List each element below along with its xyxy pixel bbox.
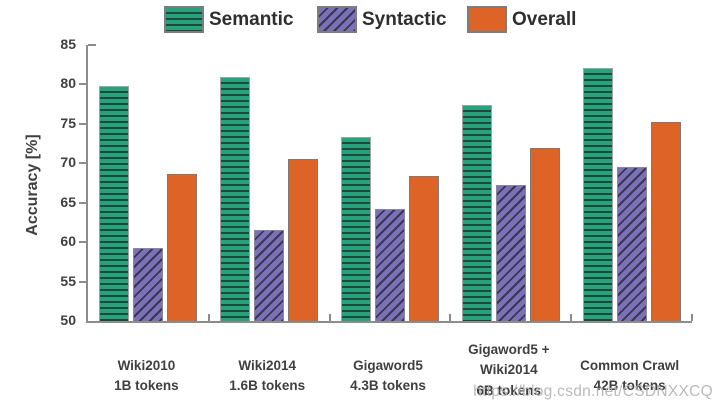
bar-semantic-5 — [582, 67, 613, 321]
category-label-line: 42B tokens — [593, 378, 666, 394]
category-label-line: Gigaword5 — [353, 358, 423, 373]
category-label-line: 4.3B tokens — [350, 378, 426, 394]
y-tick-mark — [79, 122, 86, 125]
legend-swatch-syntactic-icon — [317, 6, 357, 33]
category-label-3: Gigaword5 4.3B tokens — [328, 356, 449, 397]
bar-syntactic-5 — [616, 167, 647, 321]
category-label-line: 1B tokens — [114, 378, 179, 394]
bar-overall-5 — [650, 122, 681, 321]
bar-overall-4 — [529, 148, 560, 321]
legend-swatch-semantic-icon — [164, 6, 204, 33]
bar-syntactic-3 — [375, 209, 405, 321]
category-label-2: Wiki2014 1.6B tokens — [207, 356, 328, 397]
legend-label: Semantic — [209, 8, 294, 30]
x-tick-mark — [449, 314, 451, 321]
y-tick-label-55: 55 — [60, 272, 76, 289]
y-tick-label-70: 70 — [60, 154, 76, 171]
bar-semantic-3 — [341, 137, 371, 321]
legend-label: Overall — [512, 8, 577, 30]
legend-item-semantic: Semantic — [164, 6, 293, 33]
y-tick-label-60: 60 — [60, 233, 76, 250]
y-tick-mark — [79, 201, 86, 204]
bar-syntactic-4 — [495, 184, 526, 321]
x-tick-mark — [691, 314, 693, 321]
x-tick-mark — [570, 314, 572, 321]
category-label-5: Common Crawl 42B tokens — [569, 356, 690, 397]
y-tick-label-50: 50 — [60, 312, 76, 328]
bar-semantic-1 — [99, 86, 130, 321]
y-tick-mark-top — [88, 44, 96, 46]
legend-swatch-overall-icon — [467, 6, 507, 33]
y-tick-label-65: 65 — [60, 193, 76, 210]
legend-label: Syntactic — [362, 8, 447, 30]
bar-overall-2 — [288, 159, 319, 321]
category-label-1: Wiki2010 1B tokens — [86, 356, 207, 397]
y-tick-mark — [79, 280, 86, 283]
plot-area — [86, 44, 693, 323]
bar-overall-1 — [167, 173, 198, 321]
bar-semantic-4 — [461, 104, 492, 321]
watermark: https://blog.csdn.net/CSDNXXCQ — [473, 383, 713, 400]
y-tick-mark — [79, 83, 86, 86]
category-label-line: Wiki2014 — [238, 358, 297, 373]
category-label-line: Gigaword5 + — [468, 342, 550, 357]
category-label-line: 1.6B tokens — [229, 378, 306, 394]
x-tick-mark — [329, 314, 331, 321]
y-tick-mark — [79, 241, 86, 244]
x-tick-mark — [208, 314, 210, 321]
bar-overall-3 — [409, 175, 439, 321]
category-label-line: Wiki2014 — [479, 362, 538, 378]
legend-item-syntactic: Syntactic — [317, 6, 446, 33]
category-label-line: 6B tokens — [476, 382, 542, 398]
category-label-4: Gigaword5 + Wiki2014 6B tokens — [448, 340, 569, 401]
bar-semantic-2 — [220, 76, 251, 321]
y-tick-label-85: 85 — [60, 36, 76, 52]
y-tick-label-75: 75 — [60, 114, 76, 131]
y-tick-label-80: 80 — [60, 75, 76, 92]
bar-syntactic-1 — [133, 247, 164, 321]
y-tick-mark — [79, 162, 86, 165]
bar-syntactic-2 — [254, 229, 285, 321]
category-label-line: Common Crawl — [580, 358, 680, 373]
legend-item-overall: Overall — [467, 6, 576, 33]
category-label-line: Wiki2010 — [117, 358, 176, 373]
